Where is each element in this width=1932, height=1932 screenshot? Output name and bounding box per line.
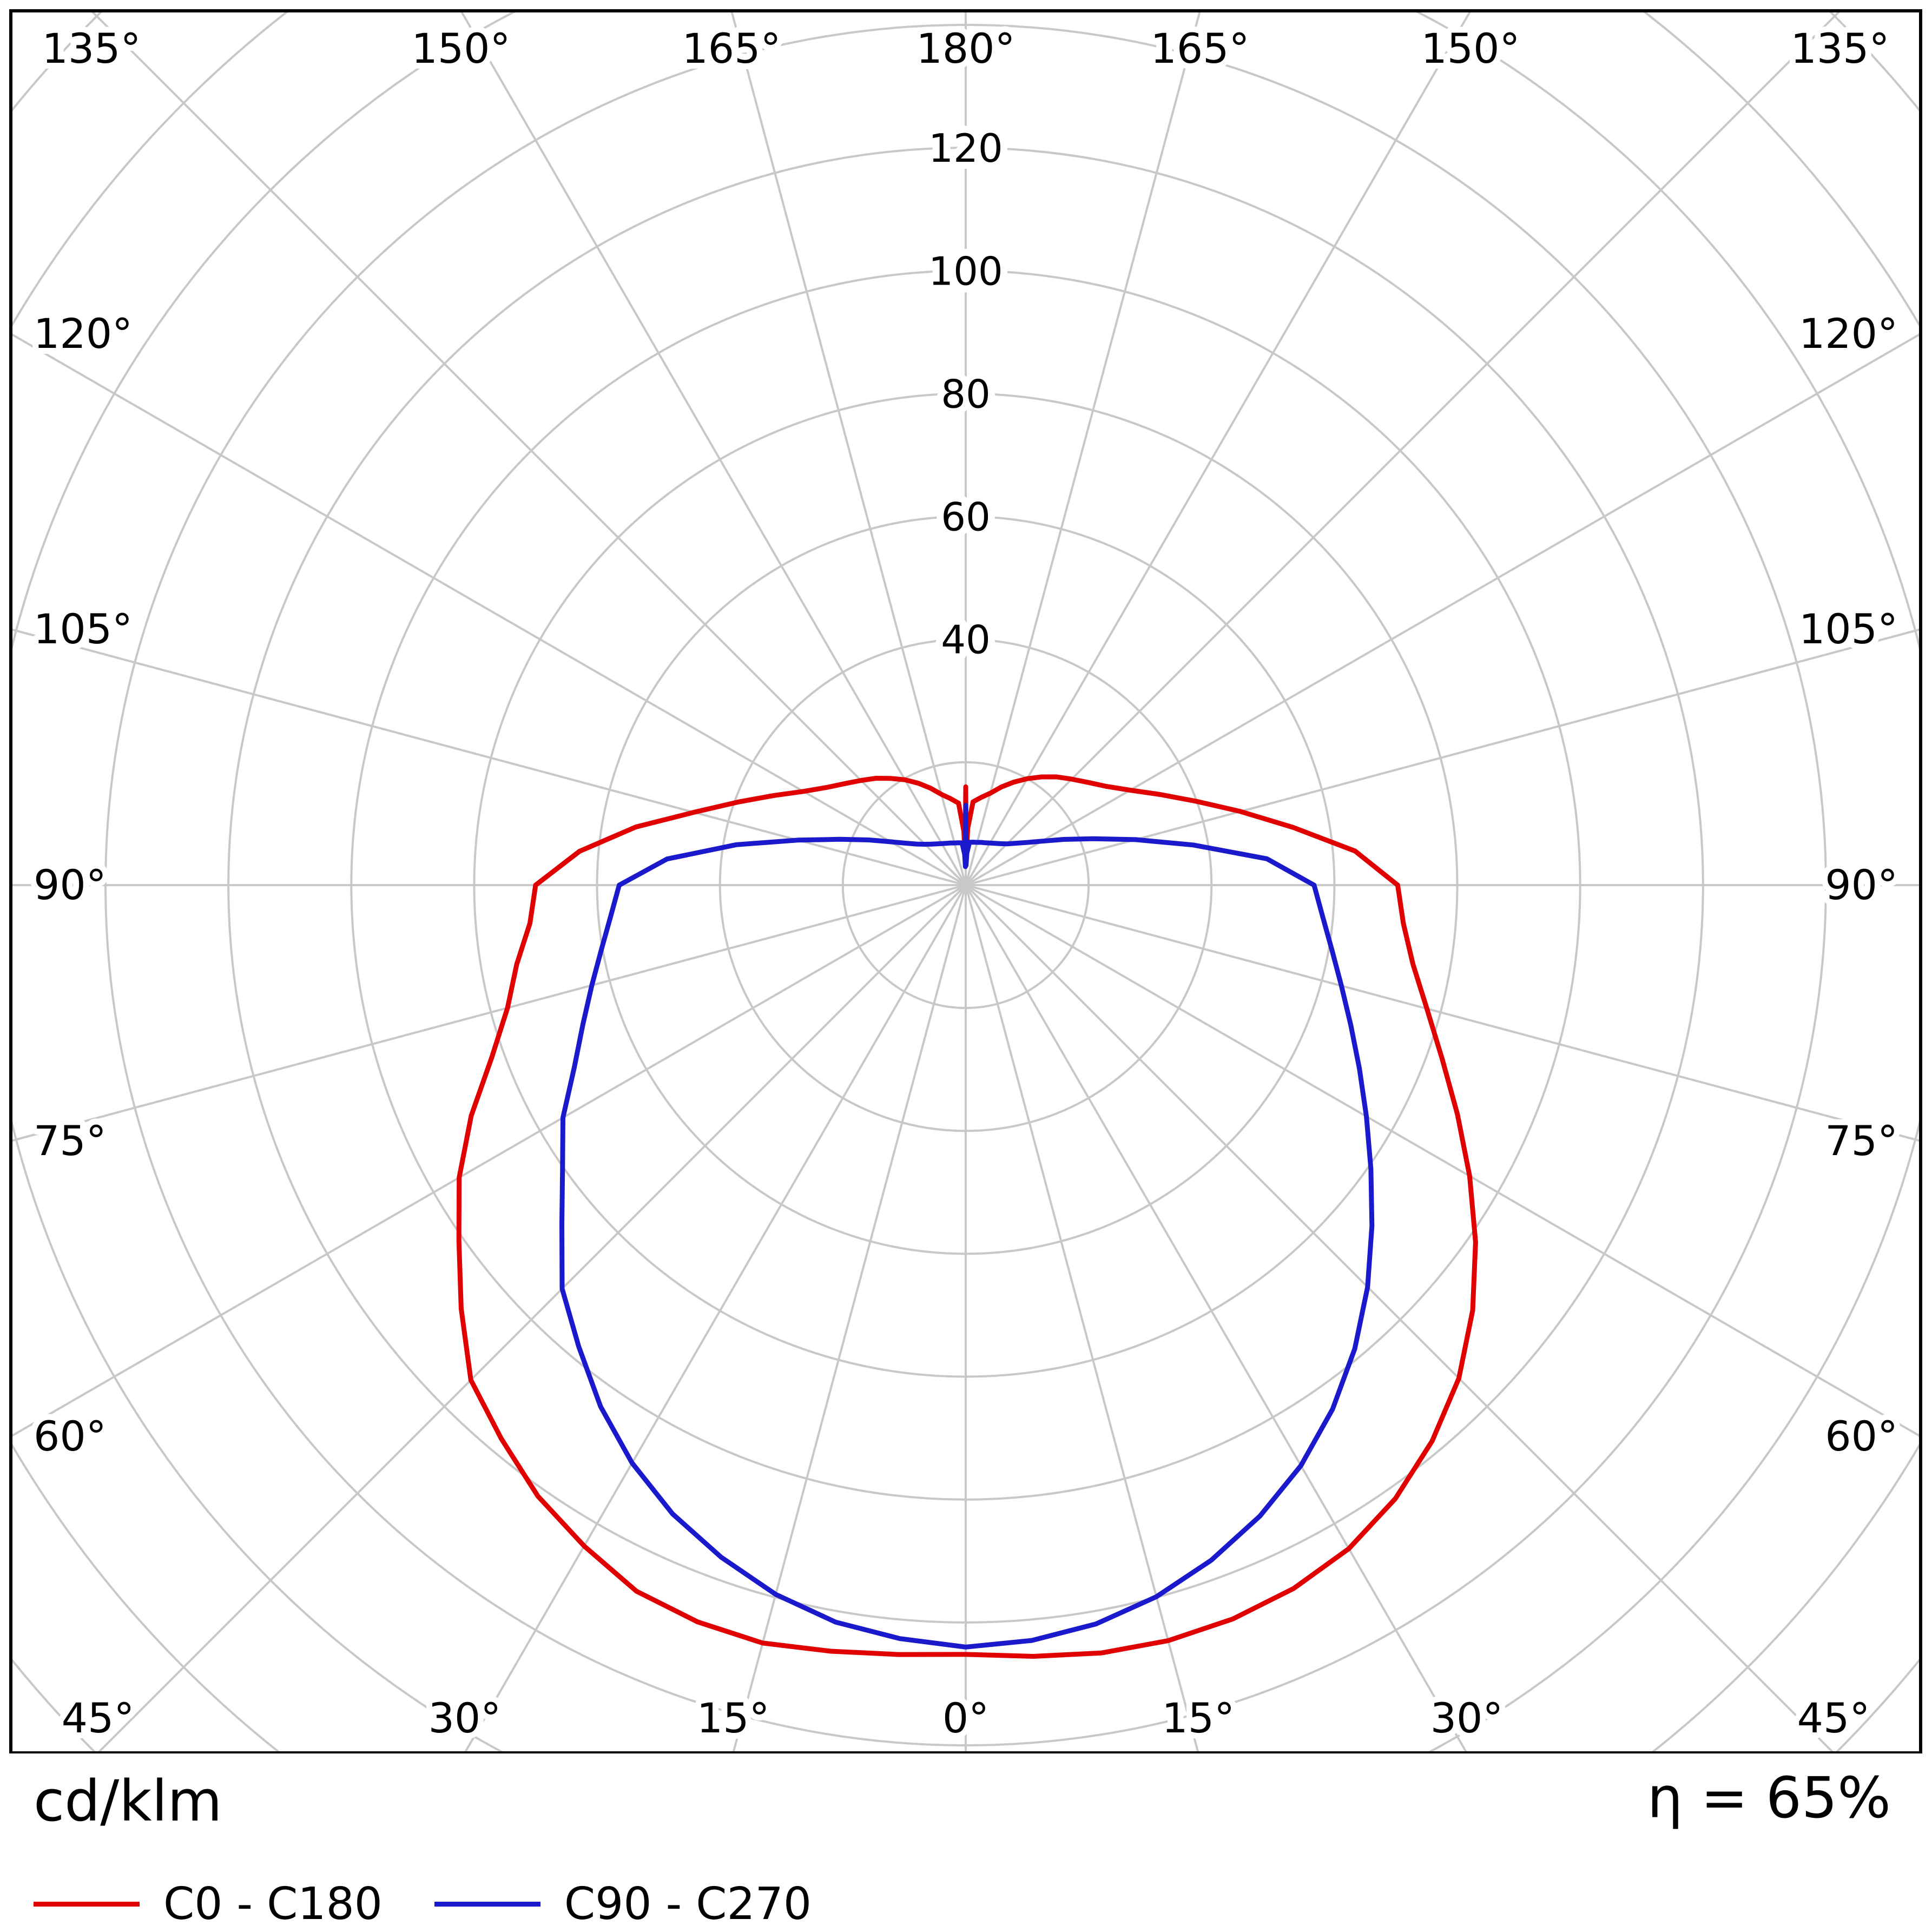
plot-frame-border bbox=[9, 9, 1922, 1753]
radial-unit-label: cd/klm bbox=[34, 1768, 222, 1834]
angle-label: 75° bbox=[1825, 1117, 1898, 1165]
grid-spoke bbox=[965, 12, 1840, 886]
radial-labels: 40 60 80 100 120 bbox=[921, 118, 1010, 670]
grid-spoke bbox=[965, 333, 1919, 886]
grid-spoke bbox=[965, 884, 1919, 1142]
angle-label: 45° bbox=[1797, 1694, 1870, 1742]
angle-label: 60° bbox=[1825, 1412, 1898, 1460]
grid-spoke bbox=[965, 884, 1467, 1751]
radial-tick-label: 120 bbox=[928, 126, 1003, 171]
grid-spoke bbox=[965, 12, 1201, 886]
angle-label: 165° bbox=[1150, 24, 1249, 72]
polar-chart-canvas: 0° 15° 15° 30° 30° 45° 45° 60° 60° 75° 75° 90° 90° 10… bbox=[9, 9, 1922, 1753]
angle-label: 75° bbox=[34, 1117, 107, 1165]
grid-spoke bbox=[965, 884, 1834, 1751]
radial-tick-label: 100 bbox=[928, 248, 1003, 294]
curve-c0-c180 bbox=[456, 774, 1478, 1659]
angle-label: 30° bbox=[1430, 1694, 1504, 1742]
radial-tick-label: 80 bbox=[941, 371, 991, 417]
angle-label: 105° bbox=[34, 605, 133, 653]
angle-label: 60° bbox=[34, 1412, 107, 1460]
grid-spoke bbox=[965, 885, 1199, 1751]
polar-grid bbox=[12, 12, 1919, 1751]
legend-line-red bbox=[34, 1902, 140, 1907]
curve-c90-c270 bbox=[559, 802, 1375, 1650]
grid-spoke bbox=[730, 12, 967, 886]
radial-tick-label: 60 bbox=[941, 494, 991, 540]
angle-label: 120° bbox=[34, 309, 133, 358]
angle-label: 15° bbox=[697, 1694, 770, 1742]
angle-label: 45° bbox=[62, 1694, 135, 1742]
angle-label: 90° bbox=[34, 861, 107, 909]
grid-spoke bbox=[464, 884, 967, 1751]
grid-spoke bbox=[12, 884, 966, 1142]
grid-spoke bbox=[732, 885, 967, 1751]
efficiency-value: η = 65% bbox=[1647, 1765, 1891, 1831]
angle-label: 105° bbox=[1799, 605, 1898, 653]
grid-spoke bbox=[91, 12, 967, 886]
grid-spoke bbox=[965, 12, 1471, 886]
angle-label: 135° bbox=[1790, 24, 1889, 72]
angle-labels: 0° 15° 15° 30° 30° 45° 45° 60° 60° 75° 75° 90° 90° 10… bbox=[28, 18, 1904, 1748]
grid-spoke bbox=[98, 884, 967, 1751]
angle-label: 0° bbox=[942, 1694, 989, 1742]
grid-spoke bbox=[12, 628, 966, 886]
legend-label-c0-c180: C0 - C180 bbox=[163, 1878, 383, 1930]
legend-line-blue bbox=[434, 1902, 540, 1907]
grid-spoke bbox=[12, 884, 967, 1437]
angle-label: 120° bbox=[1799, 309, 1898, 358]
legend-item-c0-c180: C0 - C180 bbox=[34, 1878, 383, 1930]
chart-legend: C0 - C180 C90 - C270 bbox=[34, 1878, 812, 1930]
angle-label: 150° bbox=[411, 24, 510, 72]
grid-spoke bbox=[460, 12, 967, 886]
angle-label: 90° bbox=[1825, 861, 1898, 909]
grid-spoke bbox=[965, 884, 1919, 1437]
legend-label-c90-c270: C90 - C270 bbox=[564, 1878, 812, 1930]
angle-label: 30° bbox=[428, 1694, 502, 1742]
angle-label: 180° bbox=[916, 24, 1015, 72]
angle-label: 150° bbox=[1421, 24, 1520, 72]
angle-label: 165° bbox=[682, 24, 781, 72]
angle-label: 15° bbox=[1162, 1694, 1235, 1742]
grid-spoke bbox=[965, 628, 1919, 886]
legend-item-c90-c270: C90 - C270 bbox=[434, 1878, 812, 1930]
angle-label: 135° bbox=[42, 24, 141, 72]
grid-spoke bbox=[12, 333, 967, 886]
radial-tick-label: 40 bbox=[941, 617, 991, 663]
